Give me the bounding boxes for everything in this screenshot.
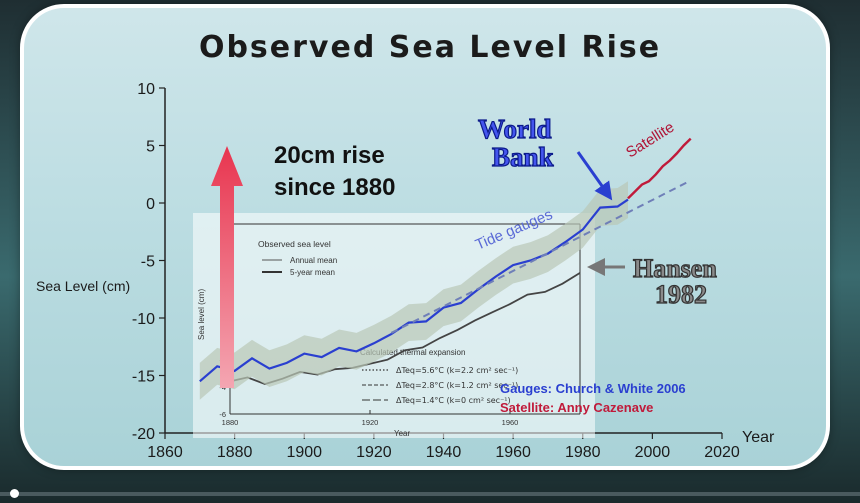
inset-x-label: Year [394, 429, 411, 438]
x-tick-label: 1940 [426, 444, 462, 461]
inset-legend-title: Observed sea level [258, 239, 331, 249]
inset-legend-5yr: 5-year mean [290, 268, 335, 277]
inset-y-tick-label: -6 [219, 410, 226, 419]
slide-title: Observed Sea Level Rise [198, 30, 662, 65]
y-tick-group: -20 -15 -10 -5 0 5 10 [132, 81, 165, 443]
video-progress-bar[interactable] [0, 492, 860, 496]
y-axis-label: Sea Level (cm) [36, 278, 130, 294]
x-tick-label: 2000 [635, 444, 671, 461]
inset-x-tick-label: 1920 [362, 418, 379, 427]
trend-dashed-line [390, 181, 688, 334]
y-tick-label: -15 [132, 369, 155, 386]
satellite-series-line [627, 137, 692, 200]
rise-label-line1: 20cm rise [274, 142, 385, 169]
gauge-uncertainty-band [199, 181, 629, 400]
inset-x-tick-group: 1880 1920 1960 [222, 410, 519, 427]
satellite-label: Satellite [623, 119, 677, 162]
y-tick-label: -20 [132, 426, 155, 443]
x-tick-label: 1920 [356, 444, 392, 461]
inset-calc-3: ΔTeq=1.4°C (k=0 cm² sec⁻¹) [396, 396, 511, 405]
world-bank-label-line1: World [478, 114, 552, 144]
x-tick-label: 1960 [495, 444, 531, 461]
inset-x-tick-label: 1960 [502, 418, 519, 427]
inset-calc-1: ΔTeq=5.6°C (k=2.2 cm² sec⁻¹) [396, 366, 518, 375]
x-tick-label: 1880 [217, 444, 253, 461]
legend-gauges: Gauges: Church & White 2006 [500, 381, 686, 396]
video-playhead-handle[interactable] [10, 489, 19, 498]
y-tick-label: 5 [146, 139, 155, 156]
x-axis-label: Year [742, 429, 775, 446]
rise-label-line2: since 1880 [274, 174, 395, 201]
y-tick-label: -5 [141, 254, 155, 271]
y-tick-label: -10 [132, 311, 155, 328]
inset-x-tick-label: 1880 [222, 418, 239, 427]
inset-calc-title: Calculated thermal expansion [360, 348, 465, 357]
hansen-label-line1: Hansen [633, 254, 717, 283]
gauge-series-line [199, 198, 629, 383]
world-bank-arrow [576, 151, 613, 201]
world-bank-label-line2: Bank [492, 142, 554, 172]
y-tick-label: 0 [146, 196, 155, 213]
inset-legend-annual: Annual mean [290, 256, 337, 265]
inset-calc-2: ΔTeq=2.8°C (k=1.2 cm² sec⁻¹) [396, 381, 518, 390]
hansen-label-line2: 1982 [655, 280, 707, 309]
inset-y-label: Sea level (cm) [197, 289, 206, 340]
x-tick-label: 2020 [704, 444, 740, 461]
x-tick-label: 1860 [147, 444, 183, 461]
x-tick-label: 1900 [286, 444, 322, 461]
legend-satellite: Satellite: Anny Cazenave [500, 400, 653, 415]
y-tick-label: 10 [137, 81, 155, 98]
x-tick-label: 1980 [565, 444, 601, 461]
rise-arrow-icon [211, 146, 243, 388]
